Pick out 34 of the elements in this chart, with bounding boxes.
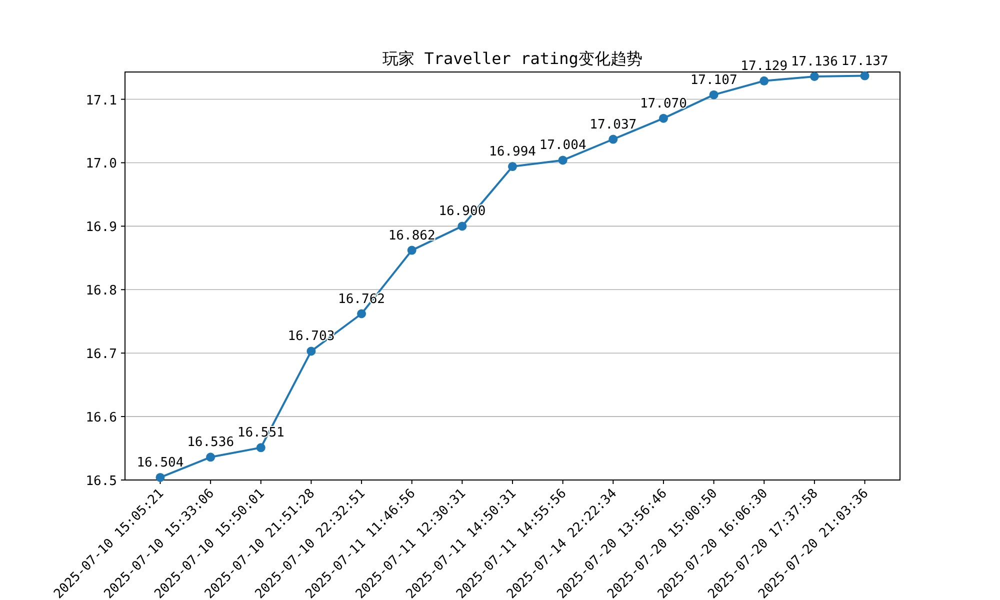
point — [458, 222, 467, 231]
point — [860, 71, 870, 80]
y-tick-label: 17.0 — [86, 156, 117, 172]
data-label: 16.994 — [489, 144, 536, 160]
point — [558, 156, 568, 165]
y-tick-label: 16.8 — [86, 284, 117, 299]
point — [709, 90, 718, 100]
y-tick-label: 16.6 — [86, 410, 117, 426]
point — [206, 452, 216, 462]
data-label: 16.536 — [187, 435, 234, 450]
data-label: 16.862 — [388, 228, 436, 244]
point — [508, 162, 517, 172]
point — [608, 134, 618, 144]
data-label: 16.504 — [136, 455, 184, 470]
point — [658, 114, 668, 123]
point — [306, 346, 316, 356]
y-tick-label: 17.1 — [86, 93, 117, 108]
chart-title: 玩家 Traveller rating变化趋势 — [382, 49, 642, 68]
data-label: 17.137 — [841, 54, 888, 69]
data-label: 17.070 — [640, 96, 687, 112]
data-label: 17.037 — [590, 117, 637, 132]
y-tick-label: 16.7 — [86, 347, 117, 362]
data-label: 17.004 — [539, 138, 586, 154]
y-tick-label: 16.5 — [86, 474, 117, 489]
data-label: 17.136 — [790, 54, 838, 70]
point — [156, 472, 165, 482]
point — [810, 72, 819, 81]
point — [760, 76, 769, 86]
point — [256, 443, 266, 452]
y-tick-label: 16.9 — [86, 220, 117, 236]
data-label: 17.107 — [690, 72, 738, 88]
point — [407, 246, 416, 255]
point — [357, 309, 366, 318]
data-label: 17.129 — [740, 58, 788, 74]
